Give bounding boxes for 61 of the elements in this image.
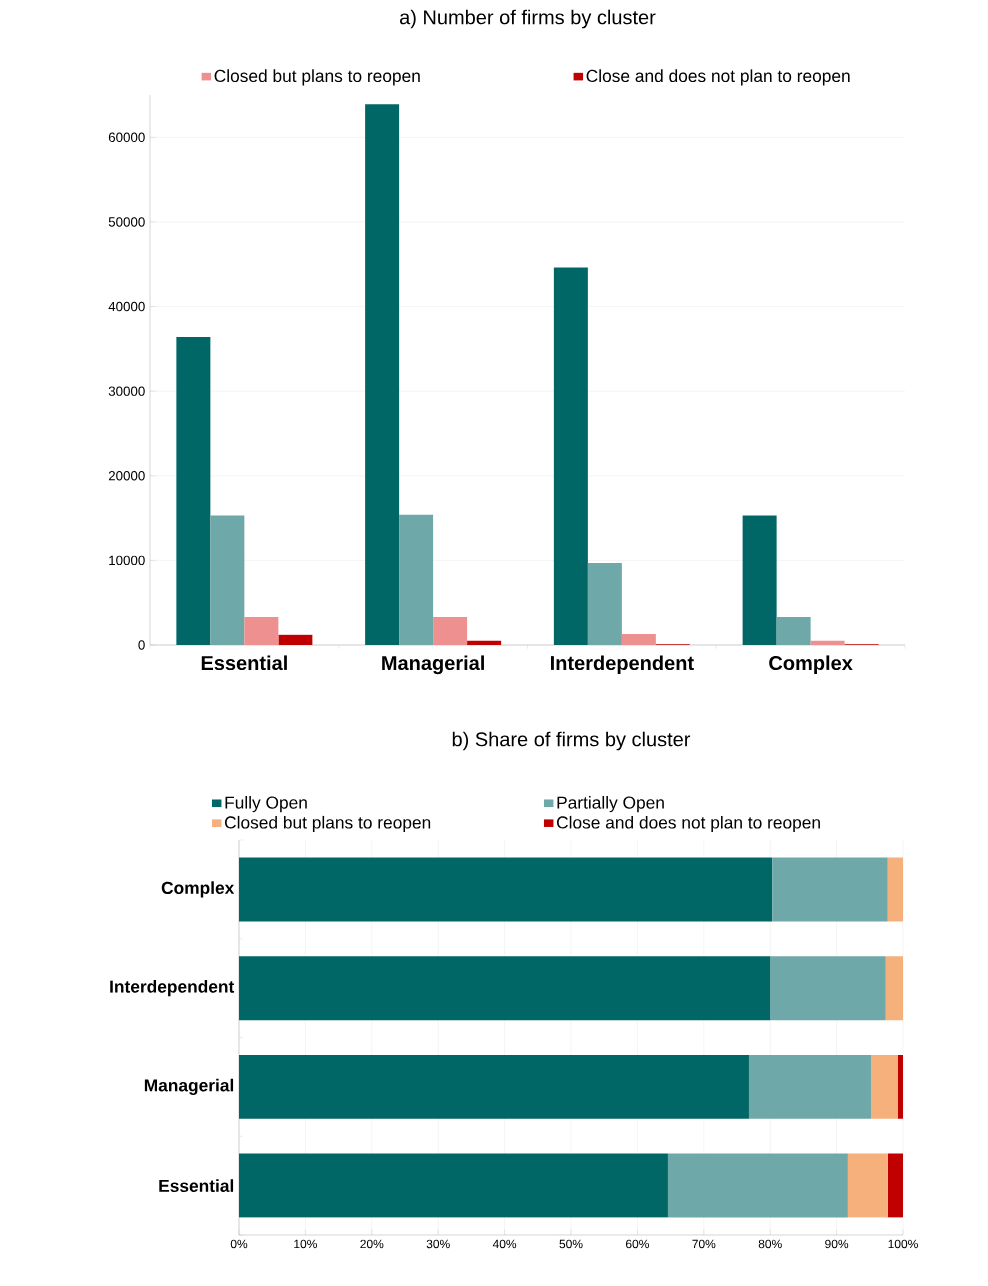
bar: [553, 267, 588, 645]
bar: [239, 1153, 668, 1218]
y-tick-label: 40000: [108, 301, 145, 312]
legend-label: Close and does not plan to reopen: [556, 815, 820, 833]
x-tick-label: 100%: [888, 1239, 918, 1249]
bar: [239, 1054, 749, 1119]
bar: [244, 617, 279, 645]
x-tick-label: 30%: [426, 1239, 450, 1249]
bar: [885, 956, 903, 1021]
bar: [810, 640, 845, 645]
legend-label: Partially Open: [557, 795, 664, 813]
y-tick-label: 0: [138, 640, 145, 650]
legend-label: Closed but plans to reopen: [224, 815, 431, 833]
x-tick-label: 40%: [492, 1239, 517, 1249]
bar: [210, 515, 245, 645]
chart-title: a) Number of firms by cluster: [399, 9, 656, 29]
y-tick-label: 20000: [108, 471, 145, 481]
bar: [365, 104, 400, 645]
bar: [887, 1153, 903, 1218]
bar: [871, 1054, 898, 1119]
bar: [239, 857, 773, 922]
x-tick-label: 70%: [692, 1239, 716, 1249]
x-tick-label: Complex: [769, 655, 853, 675]
y-tick-label: 60000: [108, 132, 145, 143]
x-tick-label: Managerial: [382, 655, 484, 675]
bar: [621, 634, 656, 645]
y-tick-label: 30000: [108, 386, 145, 396]
bar: [433, 617, 468, 645]
x-tick-label: 0%: [230, 1239, 248, 1249]
y-tick-label: 50000: [108, 217, 145, 227]
bar: [467, 640, 502, 645]
bar: [772, 857, 888, 922]
bar: [742, 515, 777, 645]
legend-label: Fully Open: [225, 795, 307, 813]
bar: [399, 514, 434, 645]
x-tick-label: 50%: [559, 1239, 583, 1249]
y-tick-label: Managerial: [144, 1078, 234, 1095]
y-tick-label: Complex: [161, 881, 235, 898]
x-tick-label: 60%: [625, 1239, 649, 1249]
x-tick-label: 20%: [360, 1239, 384, 1249]
bar: [748, 1054, 872, 1119]
bar: [847, 1153, 888, 1218]
chart-title: b) Share of firms by cluster: [452, 731, 691, 751]
bar: [776, 617, 811, 645]
y-tick-label: Essential: [159, 1179, 234, 1192]
bar: [176, 337, 211, 645]
x-tick-label: Essential: [201, 655, 287, 671]
legend-label: Closed but plans to reopen: [214, 69, 420, 86]
y-tick-label: Interdependent: [110, 980, 235, 997]
x-tick-label: 90%: [825, 1239, 849, 1249]
bar: [887, 857, 903, 922]
bar: [770, 956, 886, 1021]
y-tick-label: 10000: [109, 555, 145, 566]
bar: [239, 956, 771, 1021]
x-tick-label: 80%: [758, 1239, 782, 1249]
x-tick-label: 10%: [294, 1239, 317, 1249]
bar: [278, 634, 313, 645]
legend-label: Close and does not plan to reopen: [586, 69, 850, 86]
bar: [587, 562, 622, 645]
x-tick-label: Interdependent: [550, 655, 694, 675]
bar: [667, 1153, 848, 1218]
